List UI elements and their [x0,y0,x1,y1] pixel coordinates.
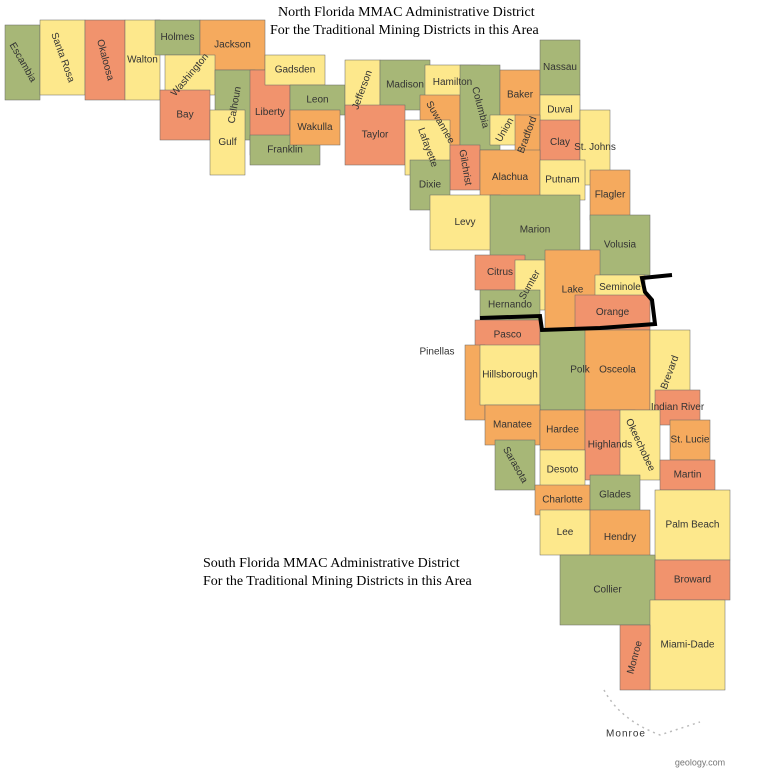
county-shape [654,389,701,426]
county-shape [539,409,586,451]
county-shape [584,329,651,411]
county-label: Baker [507,90,534,101]
county-shape [494,439,536,491]
county-label: Flagler [595,190,626,201]
county-label: Highlands [588,440,632,451]
county-label: Pasco [494,330,522,341]
county-label: Gulf [218,137,237,148]
county-label: Seminole [599,282,641,293]
county-shape [154,19,201,56]
county-label: Hillsborough [482,370,538,381]
county-label: Glades [599,490,631,501]
county-label: Alachua [492,172,529,183]
county-shape [559,554,656,626]
county-label: Lee [557,527,574,538]
county-label: Duval [547,105,573,116]
county-label: Franklin [267,145,303,156]
county-label: Citrus [487,267,513,278]
county-label: Dixie [419,180,442,191]
county-label: Hardee [546,425,579,436]
county-label: Hernando [488,300,532,311]
county-label: Nassau [543,62,577,73]
county-label: Leon [306,95,328,106]
county-label: Osceola [599,365,636,376]
district-boundary [479,273,673,333]
county-shape [659,459,716,491]
county-label: Gadsden [275,65,316,76]
counties [4,19,731,691]
county-label: Orange [596,307,630,318]
county-label: Jackson [214,40,251,51]
county-shape [539,159,586,201]
county-shape [484,404,541,446]
county-shape [649,599,726,691]
county-shape [479,344,541,406]
county-label: Martin [674,470,702,481]
county-label: Levy [454,217,475,228]
county-shape [654,559,731,601]
county-label: Miami-Dade [661,640,715,651]
county-label: Manatee [493,420,532,431]
south-subtitle: For the Traditional Mining Districts in … [203,574,473,589]
county-shape [654,489,731,561]
county-label: Indian River [651,402,705,413]
county-label: Volusia [604,240,637,251]
county-label: Broward [674,575,711,586]
county-label: Madison [386,80,424,91]
county-label: Putnam [545,175,579,186]
county-shape [619,624,651,691]
county-label: Polk [570,365,590,376]
county-shape [289,109,341,146]
keys-label: Monroe [606,729,646,740]
county-label: Hendry [604,532,636,543]
county-shape [669,419,711,461]
county-label: St. Johns [574,142,616,153]
credit: geology.com [675,757,725,767]
county-shape [539,39,581,96]
county-label: Bay [176,110,193,121]
north-subtitle: For the Traditional Mining Districts in … [270,23,540,38]
county-label: Collier [593,585,622,596]
county-shape [4,24,41,101]
county-shape [84,19,126,101]
county-label: Pinellas [419,347,454,358]
county-shape [209,109,246,176]
county-label: Marion [520,225,551,236]
county-label: Liberty [255,107,285,118]
north-title: North Florida MMAC Administrative Distri… [278,5,535,20]
county-label: Palm Beach [666,520,720,531]
county-shape [124,19,161,101]
county-shape [429,194,501,251]
county-label: Desoto [547,465,579,476]
county-label: Lake [562,285,584,296]
county-shape [344,104,406,166]
county-shape [539,119,581,166]
county-label: Walton [127,55,158,66]
county-label: Holmes [161,32,195,43]
county-label: Hamilton [433,77,472,88]
south-title: South Florida MMAC Administrative Distri… [203,556,460,571]
county-shape [589,474,641,516]
county-shape [39,19,86,96]
county-shape [159,89,211,141]
county-shape [619,409,661,481]
county-label: Charlotte [542,495,583,506]
florida-keys [603,689,701,736]
county-label: Clay [550,137,570,148]
county-shape [499,69,541,121]
county-label: Taylor [362,130,389,141]
county-label: St. Lucie [671,435,710,446]
county-shape [264,54,326,86]
county-label: Wakulla [297,122,333,133]
